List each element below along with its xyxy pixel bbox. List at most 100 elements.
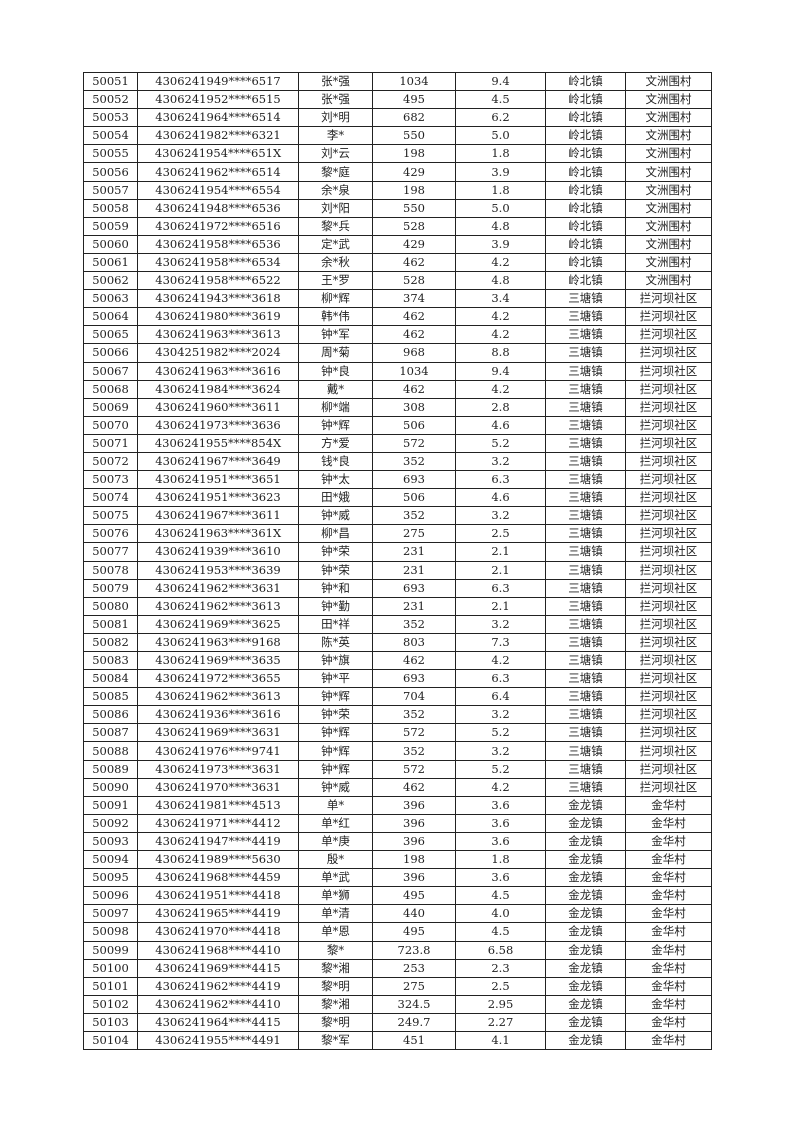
table-row: 50073 4306241951****3651 钟*太 693 6.3 三塘镇 拦河坝社区	[83, 470, 712, 490]
id-number-cell: 4306241953****3639	[137, 560, 299, 580]
town-cell: 岭北镇	[545, 126, 626, 146]
amount-cell: 550	[372, 198, 456, 218]
town-cell: 三塘镇	[545, 361, 626, 381]
serial-cell: 50086	[83, 705, 138, 725]
village-cell: 文洲围村	[625, 108, 712, 128]
serial-cell: 50059	[83, 216, 138, 236]
village-cell: 拦河坝社区	[625, 542, 712, 562]
town-cell: 三塘镇	[545, 289, 626, 309]
town-cell: 三塘镇	[545, 307, 626, 327]
name-cell: 定*武	[298, 234, 373, 254]
serial-cell: 50076	[83, 524, 138, 544]
town-cell: 岭北镇	[545, 198, 626, 218]
town-cell: 岭北镇	[545, 162, 626, 182]
serial-cell: 50061	[83, 252, 138, 273]
area-cell: 7.3	[455, 632, 546, 653]
table-row: 50079 4306241962****3631 钟*和 693 6.3 三塘镇 拦河坝社区	[83, 578, 712, 598]
serial-cell: 50101	[83, 976, 138, 996]
id-number-cell: 4306241955****4491	[137, 1030, 299, 1051]
area-cell: 2.1	[455, 560, 546, 580]
area-cell: 2.27	[455, 1012, 546, 1032]
id-number-cell: 4306241969****3625	[137, 614, 299, 634]
serial-cell: 50085	[83, 687, 138, 707]
id-number-cell: 4306241958****6522	[137, 271, 299, 291]
name-cell: 周*菊	[298, 343, 373, 363]
area-cell: 5.0	[455, 198, 546, 218]
serial-cell: 50082	[83, 632, 138, 653]
serial-cell: 50060	[83, 234, 138, 254]
id-number-cell: 4306241982****6321	[137, 126, 299, 146]
name-cell: 张*强	[298, 71, 373, 92]
id-number-cell: 4306241958****6534	[137, 252, 299, 273]
village-cell: 金华村	[625, 904, 712, 924]
id-number-cell: 4306241962****6514	[137, 162, 299, 182]
table-row: 50096 4306241951****4418 单*狮 495 4.5 金龙镇 金华村	[83, 886, 712, 906]
area-cell: 4.5	[455, 922, 546, 942]
name-cell: 柳*昌	[298, 524, 373, 544]
town-cell: 三塘镇	[545, 614, 626, 634]
name-cell: 钟*荣	[298, 560, 373, 580]
id-number-cell: 4306241939****3610	[137, 542, 299, 562]
town-cell: 三塘镇	[545, 451, 626, 472]
area-cell: 9.4	[455, 361, 546, 381]
table-row: 50064 4306241980****3619 韩*伟 462 4.2 三塘镇 拦河坝社区	[83, 307, 712, 327]
table-row: 50058 4306241948****6536 刘*阳 550 5.0 岭北镇 文洲围村	[83, 198, 712, 218]
name-cell: 殷*	[298, 850, 373, 870]
area-cell: 1.8	[455, 180, 546, 200]
serial-cell: 50069	[83, 397, 138, 417]
id-number-cell: 4306241951****3651	[137, 470, 299, 490]
name-cell: 李*	[298, 126, 373, 146]
amount-cell: 803	[372, 632, 456, 653]
id-number-cell: 4306241964****6514	[137, 108, 299, 128]
town-cell: 三塘镇	[545, 506, 626, 526]
table-row: 50097 4306241965****4419 单*清 440 4.0 金龙镇 金华村	[83, 904, 712, 924]
town-cell: 金龙镇	[545, 868, 626, 888]
name-cell: 单*恩	[298, 922, 373, 942]
id-number-cell: 4306241965****4419	[137, 904, 299, 924]
name-cell: 单*	[298, 795, 373, 815]
table-row: 50095 4306241968****4459 单*武 396 3.6 金龙镇 金华村	[83, 868, 712, 888]
area-cell: 2.1	[455, 596, 546, 616]
town-cell: 三塘镇	[545, 325, 626, 345]
table-row: 50103 4306241964****4415 黎*明 249.7 2.27 金龙镇 金华…	[83, 1012, 712, 1032]
name-cell: 钟*军	[298, 325, 373, 345]
name-cell: 单*武	[298, 868, 373, 888]
amount-cell: 495	[372, 90, 456, 110]
amount-cell: 723.8	[372, 940, 456, 960]
area-cell: 6.3	[455, 669, 546, 689]
town-cell: 三塘镇	[545, 777, 626, 797]
amount-cell: 495	[372, 922, 456, 942]
amount-cell: 396	[372, 795, 456, 815]
table-row: 50087 4306241969****3631 钟*辉 572 5.2 三塘镇 拦河坝社区	[83, 723, 712, 743]
table-row: 50077 4306241939****3610 钟*荣 231 2.1 三塘镇 拦河坝社区	[83, 542, 712, 562]
village-cell: 拦河坝社区	[625, 379, 712, 399]
village-cell: 拦河坝社区	[625, 741, 712, 761]
area-cell: 2.5	[455, 976, 546, 996]
name-cell: 柳*辉	[298, 289, 373, 309]
village-cell: 文洲围村	[625, 162, 712, 182]
village-cell: 金华村	[625, 994, 712, 1014]
amount-cell: 682	[372, 108, 456, 128]
village-cell: 金华村	[625, 850, 712, 870]
id-number-cell: 4306241964****4415	[137, 1012, 299, 1032]
name-cell: 黎*庭	[298, 162, 373, 182]
area-cell: 4.2	[455, 307, 546, 327]
town-cell: 三塘镇	[545, 650, 626, 671]
table-row: 50051 4306241949****6517 张*强 1034 9.4 岭北镇 文洲围村	[83, 71, 712, 92]
serial-cell: 50100	[83, 958, 138, 978]
amount-cell: 572	[372, 433, 456, 453]
id-number-cell: 4306241971****4412	[137, 813, 299, 833]
area-cell: 6.4	[455, 687, 546, 707]
amount-cell: 275	[372, 524, 456, 544]
serial-cell: 50091	[83, 795, 138, 815]
name-cell: 戴*	[298, 379, 373, 399]
amount-cell: 451	[372, 1030, 456, 1051]
area-cell: 5.0	[455, 126, 546, 146]
amount-cell: 396	[372, 813, 456, 833]
village-cell: 拦河坝社区	[625, 343, 712, 363]
serial-cell: 50057	[83, 180, 138, 200]
amount-cell: 462	[372, 777, 456, 797]
name-cell: 钟*威	[298, 777, 373, 797]
table-row: 50094 4306241989****5630 殷* 198 1.8 金龙镇 金华村	[83, 850, 712, 870]
serial-cell: 50078	[83, 560, 138, 580]
